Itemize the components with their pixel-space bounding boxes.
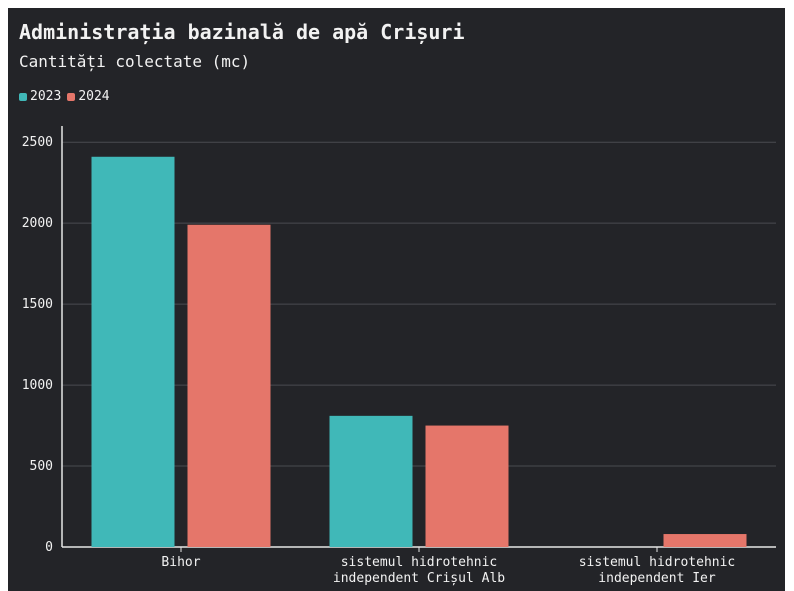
x-tick-label: Bihor <box>161 555 200 570</box>
bar-2024-1 <box>187 224 271 547</box>
chart-title: Administrația bazinală de apă Crișuri <box>19 20 465 44</box>
x-tick-label: sistemul hidrotehnic <box>341 555 498 570</box>
x-tick-label: sistemul hidrotehnic <box>579 555 736 570</box>
y-tick-label: 2500 <box>22 135 53 150</box>
chart-subtitle: Cantități colectate (mc) <box>19 52 251 71</box>
plot-area: 0 500 1000 1500 2000 2500 Bihor sistemul hidrot… <box>22 126 776 586</box>
y-tick-label: 1000 <box>22 378 53 393</box>
chart-container: Administrația bazinală de apă Crișuri Ca… <box>8 8 785 591</box>
legend-item-2024[interactable]: 2024 <box>67 89 110 104</box>
legend: 2023 2024 <box>19 89 110 104</box>
legend-label-2024: 2024 <box>78 89 110 104</box>
bar-2023-1 <box>91 156 175 547</box>
bar-2023-2 <box>329 415 413 547</box>
legend-swatch-2024 <box>67 92 76 101</box>
y-tick-label: 500 <box>30 459 53 474</box>
bar-2024-3 <box>663 534 747 547</box>
x-tick-label: independent Ier <box>598 571 716 586</box>
y-tick-label: 2000 <box>22 216 53 231</box>
x-tick-label: independent Crișul Alb <box>333 571 505 586</box>
y-tick-label: 1500 <box>22 297 53 312</box>
bar-2024-2 <box>425 425 509 547</box>
y-tick-label: 0 <box>45 540 53 555</box>
legend-swatch-2023 <box>19 92 27 101</box>
legend-item-2023[interactable]: 2023 <box>19 89 61 104</box>
legend-label-2023: 2023 <box>30 89 62 104</box>
